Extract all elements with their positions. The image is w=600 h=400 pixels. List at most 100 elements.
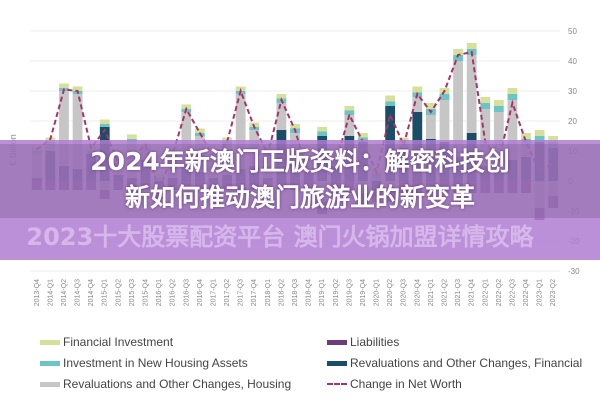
x-tick-label: 2015-Q3 — [129, 279, 136, 306]
bar-revaluations-and-other-changes-housing — [235, 94, 246, 169]
x-tick-label: 2014-Q3 — [75, 279, 82, 306]
x-tick-label: 2021-Q4 — [469, 279, 476, 306]
x-tick-label: 2016-Q4 — [197, 279, 204, 306]
legend-label: Revaluations and Other Changes, Financia… — [350, 356, 583, 370]
net-worth-point — [239, 90, 242, 92]
x-tick-label: 2020-Q3 — [401, 279, 408, 306]
bar-financial-investment — [127, 134, 137, 139]
x-tick-label: 2021-Q1 — [428, 279, 435, 306]
bar-financial-investment — [466, 43, 477, 49]
x-tick-label: 2014-Q4 — [88, 279, 95, 306]
legend-item: Change in Net Worth — [327, 377, 462, 391]
x-tick-label: 2019-Q3 — [346, 279, 353, 306]
bar-financial-investment — [358, 133, 368, 138]
bar-financial-investment — [548, 136, 559, 142]
bar-financial-investment — [385, 95, 396, 102]
net-worth-point — [457, 54, 459, 56]
x-tick-label: 2019-Q2 — [333, 279, 340, 306]
bar-financial-investment — [290, 124, 300, 129]
bar-revaluations-and-other-changes-housing — [181, 112, 192, 166]
net-worth-point — [199, 132, 201, 134]
bar-investment-in-new-housing-assets — [358, 137, 368, 142]
net-worth-point — [348, 114, 351, 116]
x-tick-label: 2018-Q2 — [278, 279, 285, 306]
banner-title-line1: 2024年新澳门正版资料：解密科技创 — [90, 147, 510, 176]
legend-item: Revaluations and Other Changes, Housing — [40, 377, 291, 391]
net-worth-point — [76, 90, 79, 92]
legend-swatch — [40, 360, 60, 366]
x-tick-label: 2022-Q2 — [496, 279, 503, 306]
x-tick-label: 2018-Q1 — [265, 279, 272, 306]
x-tick-label: 2015-Q2 — [115, 279, 122, 306]
bar-financial-investment — [507, 88, 518, 94]
x-tick-label: 2018-Q3 — [292, 279, 299, 306]
bar-financial-investment — [194, 128, 205, 133]
net-worth-point — [294, 129, 296, 131]
bar-revaluations-and-other-changes-housing — [466, 55, 477, 133]
legend-label: Liabilities — [350, 335, 400, 349]
y-tick-label: -30 — [568, 267, 580, 276]
x-tick-label: 2023-Q1 — [537, 279, 544, 306]
bar-investment-in-new-housing-assets — [317, 131, 328, 136]
legend-label: Investment in New Housing Assets — [63, 356, 248, 370]
x-tick-label: 2019-Q4 — [360, 279, 367, 306]
net-worth-point — [470, 51, 473, 53]
bar-financial-investment — [521, 133, 531, 139]
net-worth-point — [253, 126, 256, 128]
bar-financial-investment — [493, 100, 504, 106]
bar-investment-in-new-housing-assets — [385, 101, 396, 106]
y-tick-label: 40 — [568, 57, 577, 66]
legend-dash — [327, 383, 347, 385]
bar-financial-investment — [59, 83, 69, 88]
legend-label: Revaluations and Other Changes, Housing — [63, 377, 292, 391]
title-banner: 2024年新澳门正版资料：解密科技创 新如何推动澳门旅游业的新变革 2023十大… — [0, 140, 600, 260]
x-tick-label: 2022-Q4 — [523, 279, 530, 306]
legend-label: Financial Investment — [63, 335, 174, 349]
net-worth-point — [63, 88, 65, 91]
x-tick-label: 2016-Q3 — [183, 279, 190, 306]
bar-financial-investment — [480, 97, 491, 103]
x-tick-label: 2017-Q3 — [238, 279, 245, 306]
y-tick-label: 30 — [568, 87, 577, 96]
net-worth-point — [103, 129, 106, 131]
x-tick-label: 2022-Q3 — [509, 279, 516, 306]
bar-revaluations-and-other-changes-housing — [72, 94, 83, 169]
net-worth-point — [49, 138, 52, 140]
bar-investment-in-new-housing-assets — [493, 106, 504, 112]
bar-revaluations-and-other-changes-housing — [426, 115, 436, 139]
banner-band — [0, 144, 600, 218]
x-tick-label: 2020-Q4 — [414, 279, 421, 306]
net-worth-point — [389, 114, 391, 116]
watermark-text: 2023十大股票配资平台 澳门火锅加盟详情攻略 — [26, 223, 534, 251]
x-tick-label: 2020-Q1 — [374, 279, 381, 306]
x-tick-label: 2022-Q1 — [482, 279, 489, 306]
net-worth-point — [416, 93, 419, 95]
bar-revaluations-and-other-changes-housing — [412, 97, 423, 112]
bar-investment-in-new-housing-assets — [507, 94, 518, 100]
banner-title: 2024年新澳门正版资料：解密科技创 新如何推动澳门旅游业的新变革 — [0, 144, 600, 216]
legend-swatch — [40, 339, 60, 345]
bar-investment-in-new-housing-assets — [344, 110, 355, 115]
bar-financial-investment — [276, 94, 287, 99]
net-worth-point — [185, 108, 188, 110]
bar-financial-investment — [534, 130, 545, 136]
bar-financial-investment — [72, 86, 83, 91]
bar-financial-investment — [344, 106, 355, 111]
legend-swatch — [327, 360, 347, 366]
x-tick-label: 2013-Q4 — [34, 279, 41, 306]
legend-swatch — [327, 339, 347, 345]
bar-financial-investment — [317, 127, 328, 132]
x-tick-label: 2019-Q1 — [319, 279, 326, 306]
net-worth-point — [443, 90, 446, 92]
legend-item: Investment in New Housing Assets — [40, 356, 248, 370]
x-tick-label: 2016-Q1 — [156, 279, 163, 306]
net-worth-point — [511, 102, 514, 104]
x-tick-label: 2014-Q1 — [47, 279, 54, 306]
x-tick-label: 2015-Q1 — [102, 279, 109, 306]
bar-revaluations-and-other-changes-housing — [276, 103, 287, 130]
y-tick-label: 20 — [568, 117, 577, 126]
x-tick-label: 2018-Q4 — [306, 279, 313, 306]
x-tick-label: 2015-Q4 — [143, 279, 150, 306]
x-tick-label: 2017-Q4 — [251, 279, 258, 306]
legend-item: Liabilities — [327, 335, 399, 349]
